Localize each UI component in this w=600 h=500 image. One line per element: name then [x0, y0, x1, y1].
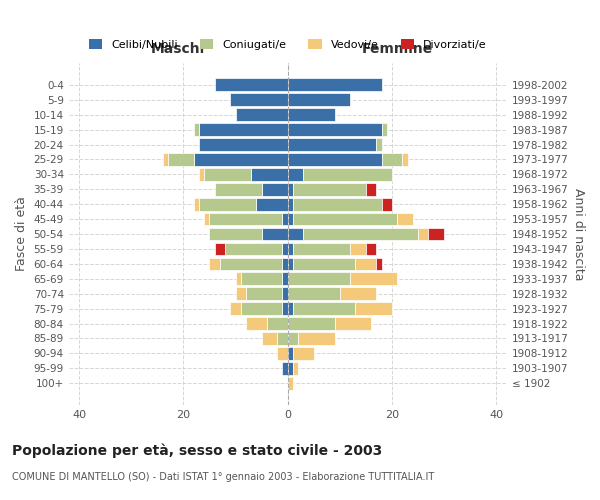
Bar	[287, 198, 293, 210]
Bar	[168, 153, 194, 166]
Bar	[209, 213, 283, 226]
Text: Maschi: Maschi	[151, 42, 205, 56]
Bar	[418, 228, 428, 240]
Bar	[397, 213, 413, 226]
Bar	[236, 272, 241, 285]
Bar	[283, 213, 287, 226]
Bar	[215, 242, 225, 256]
Bar	[199, 168, 204, 180]
Y-axis label: Anni di nascita: Anni di nascita	[572, 188, 585, 280]
Bar	[283, 288, 287, 300]
Bar	[199, 138, 287, 151]
Text: Popolazione per età, sesso e stato civile - 2003: Popolazione per età, sesso e stato civil…	[12, 444, 382, 458]
Bar	[293, 242, 350, 256]
Bar	[241, 302, 283, 315]
Bar	[283, 258, 287, 270]
Bar	[236, 288, 246, 300]
Bar	[246, 317, 267, 330]
Bar	[293, 213, 397, 226]
Bar	[287, 377, 293, 390]
Bar	[262, 183, 287, 196]
Bar	[376, 258, 382, 270]
Bar	[283, 302, 287, 315]
Bar	[350, 242, 366, 256]
Bar	[382, 124, 387, 136]
Bar	[293, 258, 355, 270]
Bar	[350, 272, 397, 285]
Text: COMUNE DI MANTELLO (SO) - Dati ISTAT 1° gennaio 2003 - Elaborazione TUTTITALIA.I: COMUNE DI MANTELLO (SO) - Dati ISTAT 1° …	[12, 472, 434, 482]
Bar	[194, 198, 199, 210]
Bar	[204, 168, 251, 180]
Bar	[293, 362, 298, 374]
Bar	[287, 168, 304, 180]
Bar	[230, 302, 241, 315]
Bar	[230, 94, 287, 106]
Bar	[220, 258, 283, 270]
Bar	[215, 183, 262, 196]
Bar	[287, 317, 335, 330]
Bar	[287, 258, 293, 270]
Bar	[236, 108, 287, 121]
Bar	[287, 108, 335, 121]
Bar	[376, 138, 382, 151]
Bar	[293, 183, 366, 196]
Bar	[287, 213, 293, 226]
Bar	[256, 198, 287, 210]
Bar	[287, 138, 376, 151]
Bar	[225, 242, 283, 256]
Bar	[428, 228, 444, 240]
Bar	[304, 228, 418, 240]
Bar	[199, 124, 287, 136]
Bar	[277, 332, 287, 345]
Bar	[287, 228, 304, 240]
Bar	[287, 347, 293, 360]
Bar	[194, 153, 287, 166]
Bar	[262, 228, 287, 240]
Bar	[287, 362, 293, 374]
Bar	[204, 213, 209, 226]
Bar	[251, 168, 287, 180]
Bar	[262, 332, 277, 345]
Bar	[287, 302, 293, 315]
Bar	[287, 332, 298, 345]
Bar	[355, 302, 392, 315]
Bar	[304, 168, 392, 180]
Bar	[298, 332, 335, 345]
Bar	[287, 242, 293, 256]
Bar	[287, 288, 340, 300]
Bar	[246, 288, 283, 300]
Bar	[403, 153, 407, 166]
Bar	[283, 362, 287, 374]
Bar	[293, 302, 355, 315]
Bar	[277, 347, 287, 360]
Bar	[241, 272, 283, 285]
Bar	[382, 153, 403, 166]
Bar	[267, 317, 287, 330]
Legend: Celibi/Nubili, Coniugati/e, Vedovi/e, Divorziati/e: Celibi/Nubili, Coniugati/e, Vedovi/e, Di…	[85, 34, 491, 54]
Bar	[194, 124, 199, 136]
Bar	[163, 153, 168, 166]
Bar	[287, 183, 293, 196]
Bar	[293, 198, 382, 210]
Bar	[199, 198, 256, 210]
Bar	[283, 272, 287, 285]
Bar	[287, 272, 350, 285]
Bar	[209, 258, 220, 270]
Bar	[340, 288, 376, 300]
Bar	[335, 317, 371, 330]
Bar	[209, 228, 262, 240]
Bar	[283, 242, 287, 256]
Bar	[355, 258, 376, 270]
Bar	[215, 78, 287, 91]
Bar	[287, 153, 382, 166]
Y-axis label: Fasce di età: Fasce di età	[15, 196, 28, 272]
Text: Femmine: Femmine	[362, 42, 433, 56]
Bar	[366, 242, 376, 256]
Bar	[293, 347, 314, 360]
Bar	[366, 183, 376, 196]
Bar	[382, 198, 392, 210]
Bar	[287, 78, 382, 91]
Bar	[287, 124, 382, 136]
Bar	[287, 94, 350, 106]
